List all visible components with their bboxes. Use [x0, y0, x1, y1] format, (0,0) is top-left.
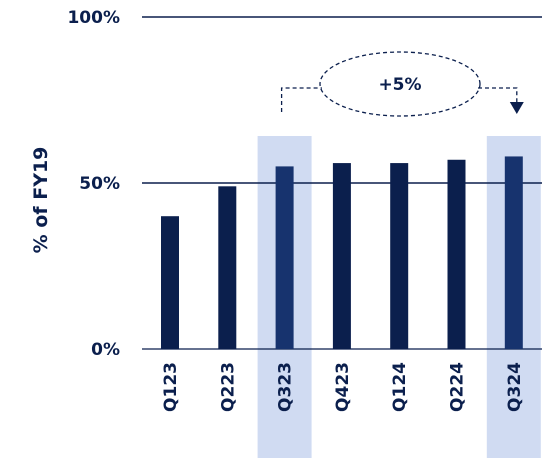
x-tick-labels: Q123 Q223 Q323 Q423 Q124 Q224 Q324 [161, 362, 525, 412]
y-axis-label: % of FY19 [30, 147, 52, 254]
annotation-label: +5% [378, 75, 421, 95]
y-tick-labels: 0% 50% 100% [67, 8, 120, 360]
bar-q224 [448, 160, 466, 349]
y-tick-100: 100% [67, 8, 120, 28]
annotation-arrowhead [510, 102, 524, 114]
x-tick-q224: Q224 [448, 362, 468, 412]
x-tick-q223: Q223 [218, 362, 238, 412]
bar-q324 [505, 156, 523, 349]
y-tick-50: 50% [79, 174, 120, 194]
annotation-left-bracket [282, 88, 322, 112]
x-tick-q124: Q124 [390, 362, 410, 412]
y-tick-0: 0% [91, 340, 120, 360]
x-tick-q323: Q323 [276, 362, 296, 412]
x-tick-q423: Q423 [333, 362, 353, 412]
bar-q123 [161, 216, 179, 349]
annotation-right-bracket [478, 88, 517, 104]
bar-q323 [276, 166, 294, 349]
growth-annotation: +5% [282, 52, 524, 116]
x-tick-q123: Q123 [161, 362, 181, 412]
x-tick-q324: Q324 [505, 362, 525, 412]
bars [161, 156, 523, 349]
bar-q423 [333, 163, 351, 349]
bar-q124 [390, 163, 408, 349]
bar-q223 [218, 186, 236, 349]
